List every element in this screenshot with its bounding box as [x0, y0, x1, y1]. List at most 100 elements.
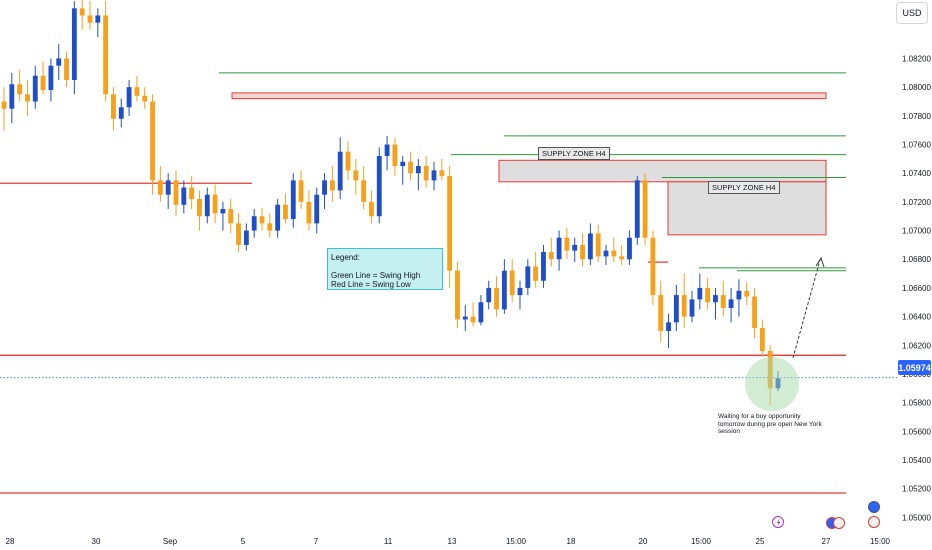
candle[interactable]: [212, 184, 218, 224]
candle[interactable]: [197, 190, 202, 231]
annotation-note[interactable]: Waiting for a buy opportunity tomorrow d…: [718, 413, 822, 435]
candle[interactable]: [236, 213, 241, 253]
candle[interactable]: [290, 173, 296, 228]
candle[interactable]: [533, 252, 539, 288]
candle[interactable]: [634, 176, 640, 245]
candle[interactable]: [40, 61, 46, 95]
candle[interactable]: [251, 209, 257, 238]
candle[interactable]: [337, 137, 343, 200]
candle[interactable]: [705, 277, 711, 310]
candle[interactable]: [408, 151, 413, 181]
candle[interactable]: [501, 259, 507, 314]
candle[interactable]: [306, 190, 312, 231]
candle[interactable]: [697, 273, 703, 310]
candle[interactable]: [455, 262, 460, 329]
candle[interactable]: [142, 87, 148, 109]
candle[interactable]: [642, 173, 648, 245]
candle[interactable]: [79, 0, 85, 30]
candle[interactable]: [384, 135, 390, 171]
projection-arrow[interactable]: [792, 259, 821, 359]
candle[interactable]: [267, 213, 273, 238]
candle[interactable]: [603, 244, 609, 265]
candle[interactable]: [157, 166, 163, 202]
currency-button[interactable]: USD: [896, 2, 928, 24]
candle[interactable]: [736, 279, 742, 317]
candle[interactable]: [376, 147, 382, 224]
candle[interactable]: [25, 80, 30, 116]
candle[interactable]: [353, 158, 359, 195]
candle[interactable]: [17, 69, 23, 102]
candle[interactable]: [228, 199, 234, 234]
candle[interactable]: [517, 280, 523, 310]
candle[interactable]: [345, 141, 351, 181]
candle[interactable]: [486, 280, 492, 310]
candle[interactable]: [611, 237, 617, 263]
candle[interactable]: [744, 282, 750, 306]
candle[interactable]: [181, 180, 187, 214]
candle[interactable]: [462, 305, 468, 331]
candle[interactable]: [556, 230, 562, 271]
candle[interactable]: [9, 72, 15, 124]
candle[interactable]: [759, 319, 765, 357]
candle[interactable]: [322, 173, 327, 210]
candle[interactable]: [126, 80, 132, 116]
candle[interactable]: [478, 295, 484, 326]
candle[interactable]: [580, 233, 585, 267]
candle[interactable]: [95, 8, 101, 37]
highlight-circle[interactable]: [745, 357, 799, 411]
candle[interactable]: [728, 287, 734, 323]
lightning-icon[interactable]: [772, 516, 784, 528]
candle[interactable]: [283, 193, 288, 224]
candle[interactable]: [572, 237, 578, 263]
candle[interactable]: [447, 166, 453, 288]
candle[interactable]: [111, 87, 116, 131]
candle[interactable]: [666, 313, 671, 349]
supply-zone[interactable]: [231, 92, 827, 100]
candle[interactable]: [189, 176, 195, 210]
legend-note[interactable]: Legend: Green Line = Swing High Red Line…: [327, 248, 443, 290]
candle[interactable]: [415, 158, 421, 191]
us-flag-icon-2[interactable]: [868, 516, 880, 528]
candle[interactable]: [369, 190, 374, 224]
candle[interactable]: [439, 158, 445, 181]
candle[interactable]: [509, 259, 515, 303]
candle[interactable]: [431, 161, 437, 191]
candle[interactable]: [118, 98, 124, 128]
candle[interactable]: [720, 280, 726, 317]
candle[interactable]: [423, 156, 429, 188]
candle[interactable]: [298, 170, 304, 210]
candle[interactable]: [173, 170, 179, 217]
candle[interactable]: [71, 1, 77, 95]
candle[interactable]: [329, 166, 335, 202]
candle[interactable]: [595, 224, 601, 263]
candle[interactable]: [627, 230, 632, 265]
candle[interactable]: [713, 287, 718, 320]
candle[interactable]: [689, 290, 695, 323]
candle[interactable]: [619, 244, 625, 265]
candle[interactable]: [564, 227, 570, 260]
candle[interactable]: [220, 201, 226, 231]
candle[interactable]: [64, 51, 69, 88]
candle[interactable]: [548, 237, 554, 267]
candle[interactable]: [1, 87, 7, 131]
candle[interactable]: [400, 156, 406, 185]
candle[interactable]: [752, 287, 757, 339]
candle[interactable]: [392, 137, 398, 177]
candle[interactable]: [361, 166, 367, 210]
candle[interactable]: [494, 276, 499, 317]
candle[interactable]: [204, 187, 210, 224]
candle[interactable]: [525, 259, 531, 296]
candle[interactable]: [673, 285, 679, 331]
us-flag-icon[interactable]: [833, 517, 845, 529]
candle[interactable]: [56, 44, 62, 80]
candle[interactable]: [103, 1, 109, 102]
candle[interactable]: [134, 75, 140, 102]
candle[interactable]: [658, 280, 664, 343]
candle[interactable]: [275, 199, 281, 238]
candle[interactable]: [259, 207, 265, 231]
candle[interactable]: [165, 173, 171, 210]
candle[interactable]: [48, 58, 54, 102]
candle[interactable]: [150, 94, 155, 195]
candle[interactable]: [243, 223, 249, 251]
